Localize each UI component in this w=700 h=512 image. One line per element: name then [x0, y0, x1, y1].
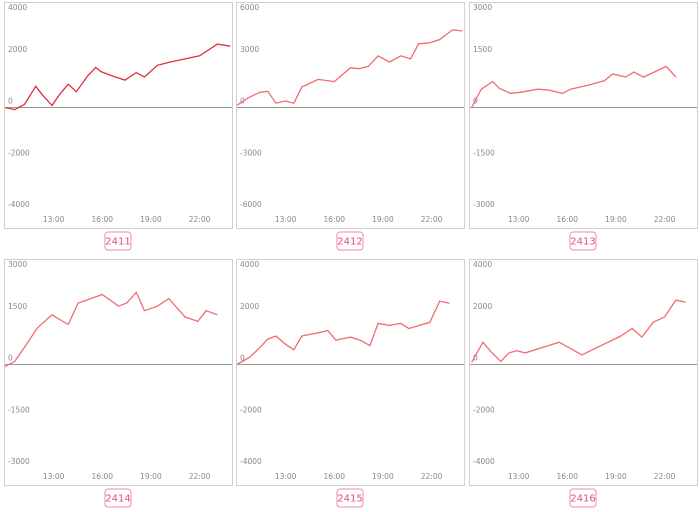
x-tick-label: 19:00 — [605, 472, 627, 481]
y-tick-label: -6000 — [240, 200, 262, 209]
y-tick-label: 3000 — [8, 260, 27, 269]
y-tick-label: 4000 — [240, 260, 259, 269]
y-tick-label: -1500 — [8, 405, 30, 414]
x-tick-label: 16:00 — [323, 472, 345, 481]
y-tick-label: -2000 — [8, 148, 30, 157]
x-tick-label: 16:00 — [556, 472, 578, 481]
button-frame[interactable] — [336, 488, 364, 508]
x-tick-label: 13:00 — [43, 472, 65, 481]
line-chart: -3000 -1500 0 1500 3000 13:00 16:00 19:00 22:00 2… — [4, 259, 233, 508]
x-tick-label: 22:00 — [421, 472, 443, 481]
line-chart: -4000 -2000 0 2000 4000 13:00 16:00 19:00 22:00 2… — [236, 259, 465, 508]
x-tick-label: 19:00 — [372, 472, 394, 481]
y-tick-label: 0 — [8, 97, 13, 106]
x-tick-label: 16:00 — [91, 472, 113, 481]
button-frame[interactable] — [569, 231, 597, 251]
chart-tab-button[interactable]: 2413 — [569, 231, 597, 251]
chart-frame — [469, 259, 698, 486]
x-tick-label: 22:00 — [654, 472, 676, 481]
chart-title[interactable]: 2412 — [337, 237, 362, 248]
data-line — [236, 300, 450, 366]
data-line — [471, 65, 677, 108]
button-frame[interactable] — [104, 488, 132, 508]
chart-title[interactable]: 2413 — [570, 237, 595, 248]
chart-title[interactable]: 2416 — [570, 494, 595, 505]
x-tick-label: 13:00 — [508, 472, 530, 481]
y-tick-label: 4000 — [473, 260, 492, 269]
x-tick-label: 22:00 — [189, 215, 211, 224]
y-tick-label: -3000 — [8, 457, 30, 466]
chart-tab-button[interactable]: 2415 — [336, 488, 364, 508]
chart-frame — [236, 2, 465, 229]
data-line — [236, 29, 463, 106]
y-tick-label: -4000 — [473, 457, 495, 466]
x-tick-label: 16:00 — [556, 215, 578, 224]
chart-frame — [236, 259, 465, 486]
x-tick-label: 16:00 — [323, 215, 345, 224]
y-tick-label: -2000 — [240, 405, 262, 414]
chart-frame — [4, 259, 233, 486]
chart-tab-button[interactable]: 2412 — [336, 231, 364, 251]
button-frame[interactable] — [569, 488, 597, 508]
y-tick-label: 0 — [473, 354, 478, 363]
x-tick-label: 13:00 — [275, 472, 297, 481]
y-tick-label: 0 — [8, 354, 13, 363]
y-tick-label: -3000 — [240, 148, 262, 157]
chart-title[interactable]: 2411 — [105, 237, 130, 248]
y-tick-label: 2000 — [8, 45, 27, 54]
button-frame[interactable] — [336, 231, 364, 251]
y-tick-label: 2000 — [473, 302, 492, 311]
y-tick-label: 6000 — [240, 3, 259, 12]
y-tick-label: -1500 — [473, 148, 495, 157]
y-tick-label: 1500 — [473, 45, 492, 54]
x-tick-label: 22:00 — [654, 215, 676, 224]
y-tick-label: -2000 — [473, 405, 495, 414]
y-tick-label: 2000 — [240, 302, 259, 311]
data-line — [4, 291, 218, 368]
line-chart: -4000 -2000 0 2000 4000 13:00 16:00 19:00 22:00 2… — [4, 2, 233, 251]
chart-tab-button[interactable]: 2411 — [104, 231, 132, 251]
button-frame[interactable] — [104, 231, 132, 251]
x-tick-label: 22:00 — [189, 472, 211, 481]
y-tick-label: 3000 — [473, 3, 492, 12]
x-tick-label: 13:00 — [275, 215, 297, 224]
data-line — [4, 43, 231, 111]
y-tick-label: -4000 — [240, 457, 262, 466]
x-tick-label: 13:00 — [508, 215, 530, 224]
chart-tab-button[interactable]: 2414 — [104, 488, 132, 508]
chart-tab-button[interactable]: 2416 — [569, 488, 597, 508]
x-tick-label: 22:00 — [421, 215, 443, 224]
x-tick-label: 19:00 — [372, 215, 394, 224]
y-tick-label: 0 — [240, 354, 245, 363]
y-tick-label: 4000 — [8, 3, 27, 12]
x-tick-label: 13:00 — [43, 215, 65, 224]
data-line — [471, 299, 686, 363]
line-chart: -4000 -2000 0 2000 4000 13:00 16:00 19:00 22:00 2… — [469, 259, 698, 508]
y-tick-label: -3000 — [473, 200, 495, 209]
y-tick-label: -4000 — [8, 200, 30, 209]
y-tick-label: 1500 — [8, 302, 27, 311]
x-tick-label: 19:00 — [140, 472, 162, 481]
chart-title[interactable]: 2414 — [105, 494, 130, 505]
chart-frame — [4, 2, 233, 229]
chart-title[interactable]: 2415 — [337, 494, 362, 505]
x-tick-label: 16:00 — [91, 215, 113, 224]
y-tick-label: 3000 — [240, 45, 259, 54]
chart-frame — [469, 2, 698, 229]
x-tick-label: 19:00 — [605, 215, 627, 224]
x-tick-label: 19:00 — [140, 215, 162, 224]
